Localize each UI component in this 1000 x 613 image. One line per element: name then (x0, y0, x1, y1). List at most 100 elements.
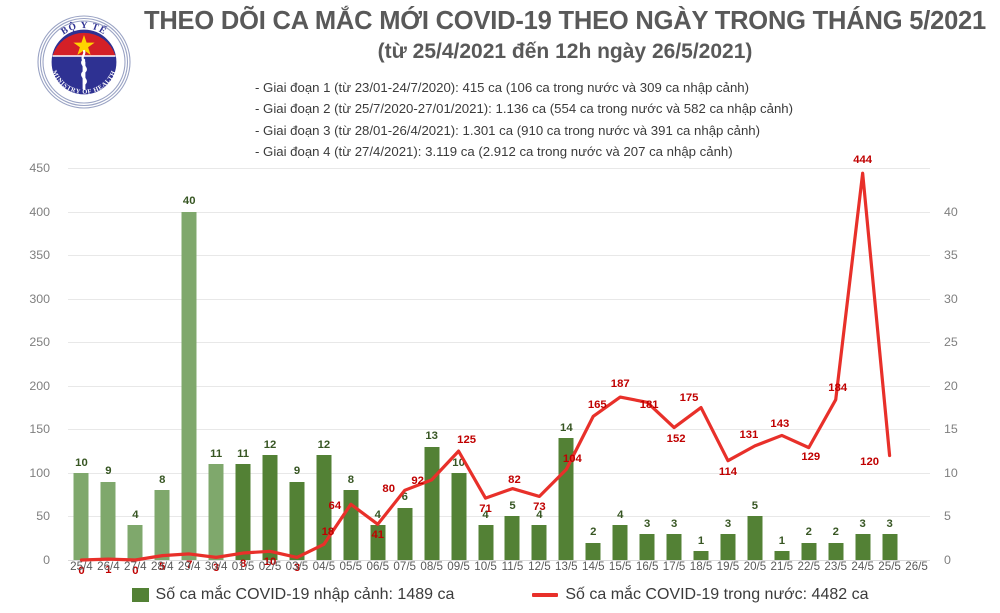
x-axis-tick: 17/5 (662, 560, 686, 573)
bar-value-label: 2 (805, 526, 812, 539)
bar-value-label: 11 (210, 447, 223, 460)
y-axis-left-tick: 0 (43, 553, 50, 567)
x-axis-tick: 13/5 (555, 560, 578, 573)
bar-slot: 5 (499, 168, 526, 560)
legend-item-domestic-cases: Số ca mắc COVID-19 trong nước: 4482 ca (532, 586, 868, 604)
bar-imported-cases (585, 542, 601, 560)
bar-imported-cases (828, 542, 844, 560)
bar-imported-cases (343, 490, 359, 560)
y-axis-left-tick: 100 (29, 465, 50, 480)
bar-imported-cases (424, 446, 440, 560)
bar-series-imported-cases: 10 9 4 8 40 11 11 12 9 12 8 4 6 13 10 4 5 4 14 2 4 3 3 1 3 5 1 2 2 3 3 (68, 168, 930, 560)
bar-value-label: 4 (374, 508, 381, 521)
y-axis-left-tick: 300 (29, 291, 50, 306)
bar-value-label: 4 (132, 508, 139, 521)
bar-slot: 3 (849, 168, 876, 560)
legend-label-domestic-cases: Số ca mắc COVID-19 trong nước: 4482 ca (565, 586, 869, 603)
bar-slot: 5 (741, 168, 768, 560)
gridline (68, 168, 930, 169)
bar-slot: 14 (553, 168, 580, 560)
x-axis-tick: 29/4 (177, 560, 201, 573)
bar-slot: 4 (607, 168, 634, 560)
bar-imported-cases (370, 525, 386, 560)
chart-legend: Số ca mắc COVID-19 nhập cảnh: 1489 ca Số… (0, 582, 1000, 608)
chart-title: THEO DÕI CA MẮC MỚI COVID-19 THEO NGÀY T… (143, 7, 987, 35)
bar-slot: 1 (768, 168, 795, 560)
bar-imported-cases (478, 525, 494, 560)
x-axis-tick: 18/5 (689, 560, 713, 573)
bar-value-label: 1 (697, 535, 705, 547)
bar-slot: 9 (95, 168, 122, 560)
bar-imported-cases (801, 542, 817, 560)
y-axis-right-tick: 30 (944, 291, 958, 306)
x-axis-tick: 08/5 (420, 560, 443, 573)
bar-slot: 8 (337, 168, 364, 560)
bar-slot: 9 (284, 168, 311, 560)
bar-imported-cases (855, 533, 871, 560)
legend-item-imported-cases: Số ca mắc COVID-19 nhập cảnh: 1489 ca (131, 586, 454, 604)
bar-imported-cases (451, 472, 467, 560)
y-axis-right-tick: 35 (944, 248, 958, 263)
bar-value-label: 2 (590, 526, 597, 539)
bar-value-label: 3 (670, 517, 678, 530)
bar-imported-cases (693, 551, 709, 560)
bar-slot: 2 (795, 168, 822, 560)
x-axis-tick: 06/5 (366, 560, 390, 573)
x-axis-tick: 21/5 (770, 560, 794, 573)
bar-value-label: 3 (724, 517, 732, 530)
bar-value-label: 3 (886, 517, 893, 530)
y-axis-right-tick: 0 (944, 553, 951, 567)
x-axis-tick: 14/5 (581, 560, 605, 573)
bar-slot: 3 (876, 168, 903, 560)
chart-header: BỘ Y TẾ MINISTRY OF HEALTH THEO DÕI CA M… (0, 0, 1000, 159)
bar-imported-cases (747, 516, 763, 560)
bar-value-label: 9 (105, 465, 112, 478)
bar-imported-cases (558, 438, 574, 560)
bar-slot: 10 (68, 168, 95, 560)
bar-slot (903, 168, 930, 560)
bar-value-label: 40 (182, 195, 196, 208)
bar-value-label: 3 (859, 517, 866, 530)
x-axis-tick: 11/5 (501, 560, 524, 573)
y-axis-left-tick: 200 (29, 378, 50, 393)
bar-value-label: 4 (617, 508, 624, 521)
bar-slot: 10 (445, 168, 472, 560)
x-axis-tick: 23/5 (824, 560, 848, 573)
x-axis-tick: 05/5 (339, 560, 363, 573)
bar-slot: 6 (391, 168, 418, 560)
bar-value-label: 6 (401, 491, 408, 504)
bar-slot: 13 (418, 168, 445, 560)
bar-slot: 3 (661, 168, 688, 560)
bar-value-label: 13 (425, 430, 438, 443)
bar-imported-cases (504, 516, 520, 560)
x-axis-tick: 19/5 (716, 560, 740, 573)
bar-value-label: 11 (237, 447, 250, 460)
bar-imported-cases (316, 455, 332, 560)
y-axis-right-tick: 15 (944, 422, 958, 437)
bar-value-label: 12 (317, 439, 331, 452)
title-block: THEO DÕI CA MẮC MỚI COVID-19 THEO NGÀY T… (140, 6, 990, 64)
green-square-icon (131, 588, 149, 602)
x-axis-tick: 02/5 (258, 560, 282, 573)
x-axis-tick: 10/5 (474, 560, 497, 573)
y-axis-left-tick: 350 (29, 248, 50, 263)
bar-value-label: 8 (159, 474, 166, 487)
bar-value-label: 2 (832, 526, 839, 539)
bar-imported-cases (720, 533, 736, 560)
bar-imported-cases (73, 472, 89, 560)
y-axis-right: 0 5 10 15 20 25 30 35 40 (936, 168, 992, 566)
bar-imported-cases (235, 464, 251, 560)
x-axis-tick: 20/5 (743, 560, 767, 573)
x-axis-tick: 04/5 (312, 560, 336, 573)
phase-line-4: - Giai đoạn 4 (từ 27/4/2021): 3.119 ca (… (255, 144, 733, 160)
bar-slot: 1 (688, 168, 715, 560)
bar-imported-cases (181, 211, 197, 560)
x-axis-tick: 27/4 (124, 560, 147, 573)
bar-value-label: 12 (263, 439, 277, 452)
bar-slot: 11 (203, 168, 230, 560)
bar-imported-cases (666, 533, 682, 560)
bar-imported-cases (127, 525, 143, 560)
phase-line-1: - Giai đoạn 1 (từ 23/01-24/7/2020): 415 … (255, 80, 750, 95)
bar-slot: 3 (715, 168, 742, 560)
y-axis-right-tick: 25 (944, 335, 958, 350)
